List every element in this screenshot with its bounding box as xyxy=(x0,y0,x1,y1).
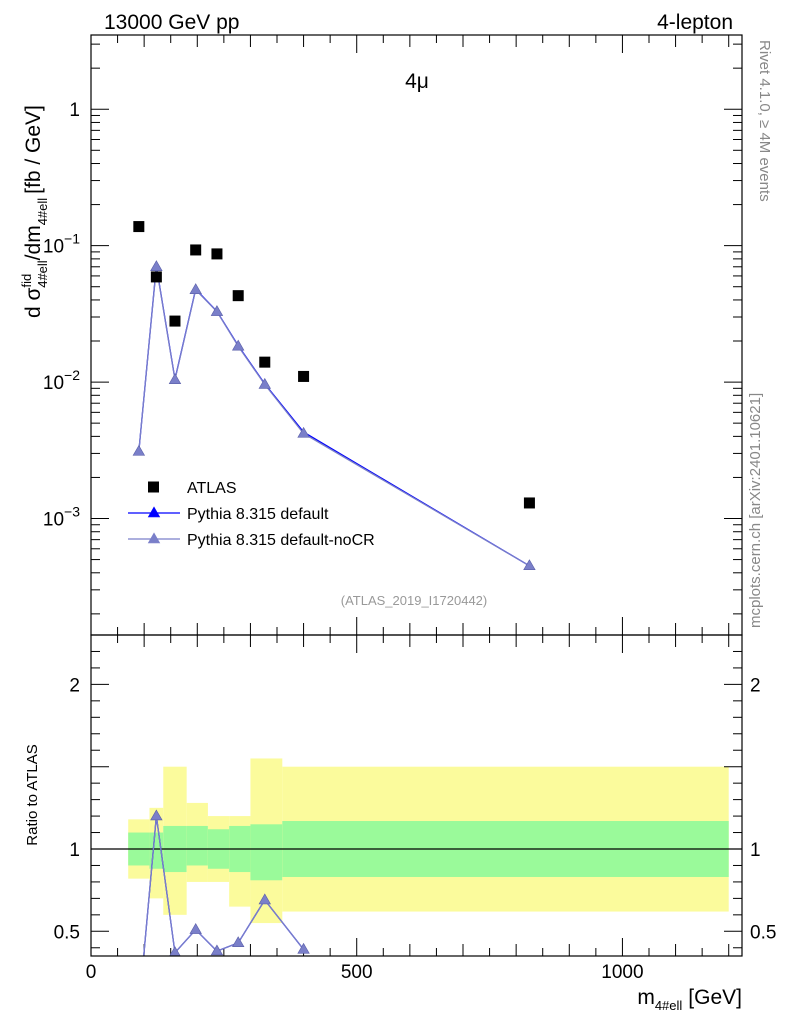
main-series-lines xyxy=(132,260,536,571)
data-point xyxy=(523,497,535,509)
legend-label: ATLAS xyxy=(187,480,237,497)
legend-label: Pythia 8.315 default xyxy=(187,506,329,523)
ratio-y-tick-label-right: 2 xyxy=(750,675,761,696)
series-marker xyxy=(297,426,310,438)
mcplots-label: mcplots.cern.ch [arXiv:2401.10621] xyxy=(747,393,764,628)
ratio-marker xyxy=(150,809,163,821)
ylabel-sub1: 4#ell xyxy=(35,260,50,288)
data-point xyxy=(211,248,223,260)
ylabel-sub2: 4#ell xyxy=(35,198,50,226)
y-tick-label: 10−3 xyxy=(43,504,80,531)
ratio-band-inner xyxy=(250,824,283,881)
ratio-y-tick-label: 1 xyxy=(69,840,80,861)
xlabel-sub: 4#ell xyxy=(655,998,683,1013)
x-axis-label: m4#ell [GeV] xyxy=(637,986,742,1013)
xlabel-unit: [GeV] xyxy=(688,986,742,1009)
ylabel-mid: /dm xyxy=(22,225,45,260)
ylabel-unit: [fb / GeV] xyxy=(22,105,45,194)
analysis-tag: (ATLAS_2019_I1720442) xyxy=(341,593,487,608)
series-marker xyxy=(258,377,271,389)
legend-label: Pythia 8.315 default-noCR xyxy=(187,532,375,549)
series-marker xyxy=(231,339,245,351)
ratio-series-group xyxy=(143,809,310,956)
ratio-bands xyxy=(91,758,742,924)
series-marker xyxy=(168,373,182,384)
ratio-frame xyxy=(90,634,743,957)
data-point xyxy=(298,370,310,382)
data-point xyxy=(169,315,181,327)
legend-marker-square xyxy=(148,481,159,493)
ratio-lines xyxy=(143,809,310,956)
chart-title: 4μ xyxy=(405,70,429,93)
ratio-marker xyxy=(210,944,224,956)
series-marker xyxy=(210,305,224,316)
data-point xyxy=(232,290,244,302)
ylabel-sup: fid xyxy=(19,274,34,288)
data-point xyxy=(190,244,202,256)
ratio-ylabel: Ratio to ATLAS xyxy=(24,744,41,845)
ratio-marker xyxy=(169,946,181,956)
ratio-y-tick-label-right: 1 xyxy=(750,840,761,861)
rivet-label: Rivet 4.1.0, ≥ 4M events xyxy=(756,40,773,202)
x-tick-label: 1000 xyxy=(601,962,643,983)
series-marker xyxy=(523,559,536,571)
legend-marker-triangle xyxy=(147,532,161,544)
ratio-y-tick-label: 2 xyxy=(69,675,80,696)
legend: ATLAS Pythia 8.315 default Pythia 8.315 de… xyxy=(128,480,375,549)
ylabel-d: d σ xyxy=(22,287,45,318)
main-ylabel: d σfid4#ell/dm4#ell[fb / GeV] xyxy=(19,105,50,318)
x-tick-label: 500 xyxy=(341,962,373,983)
ratio-axis-ticks: 0.5 0.5 1 1 2 2 0 500 1000 xyxy=(54,634,776,983)
ratio-marker xyxy=(189,923,202,934)
ratio-y-tick-label: 0.5 xyxy=(54,922,80,943)
header-right: 4-lepton xyxy=(657,11,733,34)
y-tick-label: 10−1 xyxy=(43,231,80,258)
legend-marker-triangle xyxy=(147,506,161,518)
data-point xyxy=(150,271,162,283)
data-point xyxy=(259,356,271,368)
ratio-y-tick-label-right: 0.5 xyxy=(750,922,776,943)
xlabel-main: m xyxy=(637,986,655,1009)
header-left: 13000 GeV pp xyxy=(104,11,239,34)
x-tick-label: 0 xyxy=(86,962,97,983)
ratio-band-inner xyxy=(186,825,208,866)
y-tick-label: 1 xyxy=(69,100,80,121)
main-axis-ticks: 1 10−1 10−2 10−3 xyxy=(43,35,742,635)
series-marker xyxy=(150,260,163,271)
main-points xyxy=(133,221,535,509)
ratio-series-line xyxy=(143,815,305,956)
ratio-marker xyxy=(297,942,310,954)
y-tick-label: 10−2 xyxy=(43,367,80,394)
ratio-marker xyxy=(231,936,245,948)
ratio-marker xyxy=(258,893,271,905)
data-point xyxy=(133,221,145,233)
series-marker xyxy=(189,283,202,294)
series-marker xyxy=(132,444,146,456)
